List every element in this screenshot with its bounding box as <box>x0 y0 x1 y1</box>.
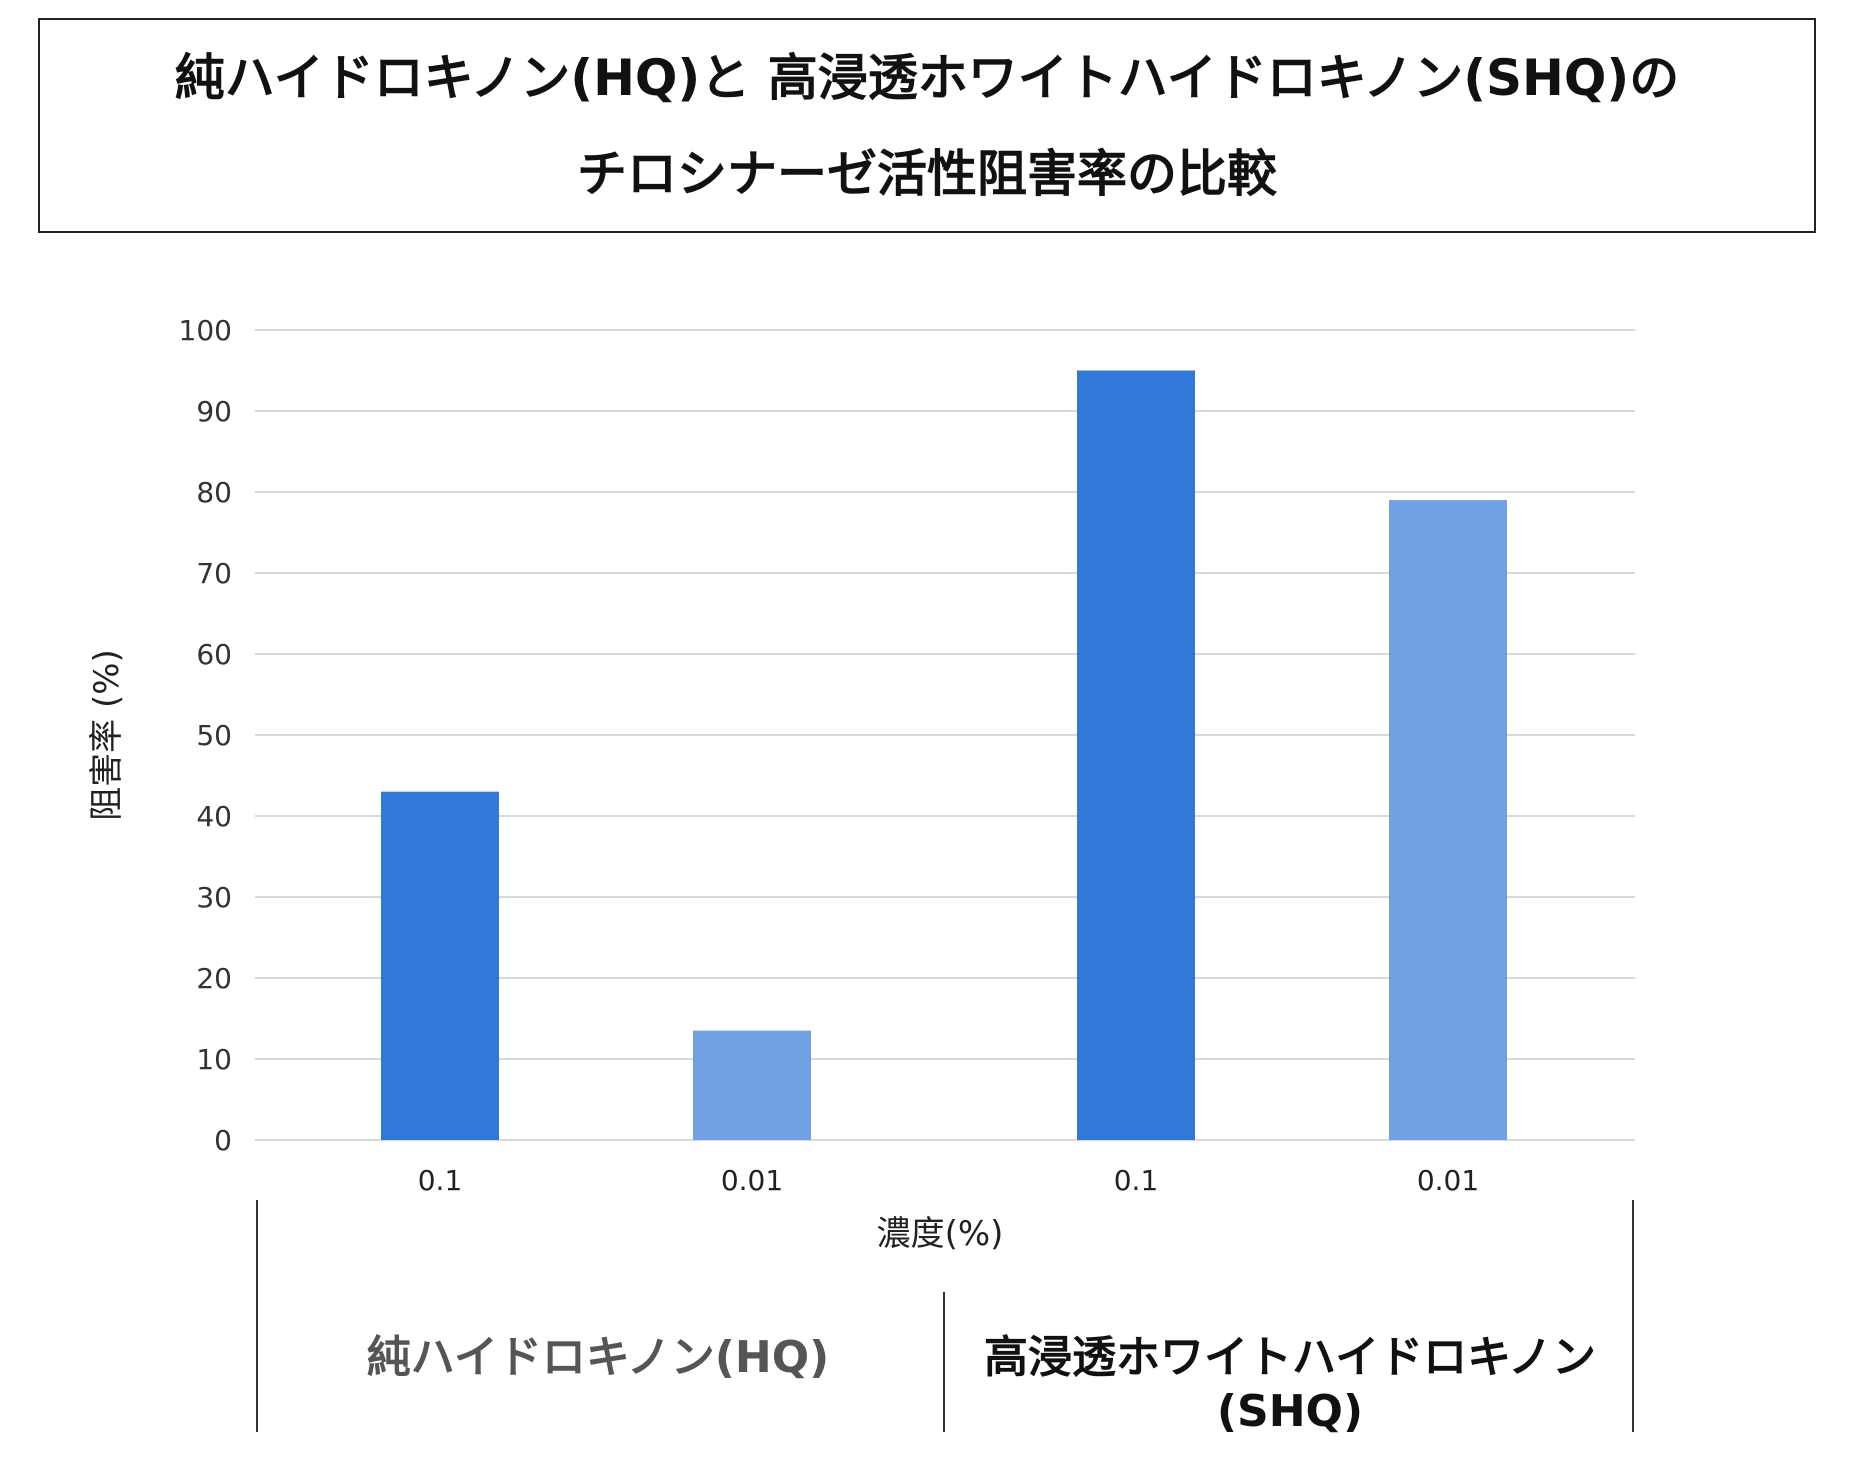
bar-shq-0_01 <box>1389 500 1507 1141</box>
y-tick-label: 100 <box>179 314 232 347</box>
x-tick-label: 0.1 <box>418 1164 463 1197</box>
chart-title-box: 純ハイドロキノン(HQ)と 高浸透ホワイトハイドロキノン(SHQ)の チロシナー… <box>38 18 1816 233</box>
x-tick-label: 0.1 <box>1114 1164 1159 1197</box>
group-label-hq: 純ハイドロキノン(HQ) <box>367 1332 830 1383</box>
chart-title-line-2: チロシナーゼ活性阻害率の比較 <box>577 144 1277 203</box>
y-tick-label: 20 <box>196 962 232 995</box>
x-tick-label: 0.01 <box>1417 1164 1479 1197</box>
y-tick-label: 70 <box>196 557 232 590</box>
y-tick-label: 90 <box>196 395 232 428</box>
y-tick-label: 80 <box>196 476 232 509</box>
x-tick-label: 0.01 <box>721 1164 783 1197</box>
x-axis-label: 濃度(%) <box>877 1214 1004 1254</box>
y-tick-label: 50 <box>196 719 232 752</box>
y-tick-label: 30 <box>196 881 232 914</box>
bar-hq-0_1 <box>381 791 499 1140</box>
bar-hq-0_01 <box>693 1030 811 1140</box>
y-tick-label: 0 <box>214 1124 232 1157</box>
group-label-shq-line-2: (SHQ) <box>1217 1386 1363 1437</box>
y-tick-label: 10 <box>196 1043 232 1076</box>
bar-shq-0_1 <box>1077 370 1195 1140</box>
y-tick-label: 60 <box>196 638 232 671</box>
chart-title-line-1: 純ハイドロキノン(HQ)と 高浸透ホワイトハイドロキノン(SHQ)の <box>174 48 1680 107</box>
y-axis-label: 阻害率 (%) <box>87 649 127 821</box>
y-tick-label: 40 <box>196 800 232 833</box>
group-label-shq-line-1: 高浸透ホワイトハイドロキノン <box>984 1332 1596 1383</box>
